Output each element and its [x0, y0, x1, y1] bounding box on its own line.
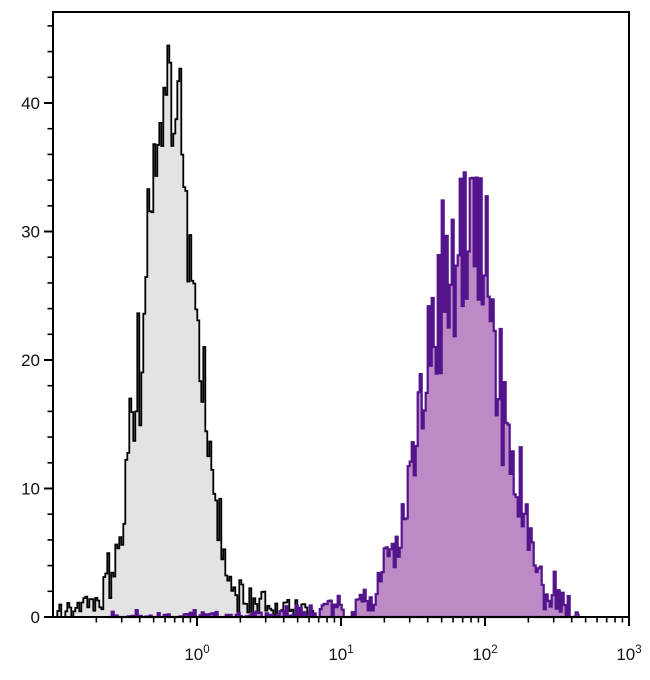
- x-tick-label: 102: [472, 644, 497, 664]
- series-unstained-control-peak: [56, 44, 318, 618]
- series-stained-sample-peak: [107, 171, 581, 619]
- y-tick-label: 0: [31, 608, 40, 627]
- y-tick-label: 10: [21, 480, 40, 499]
- x-tick-label: 103: [616, 644, 641, 664]
- x-tick-label: 101: [328, 644, 353, 664]
- y-tick-label: 20: [21, 351, 40, 370]
- y-tick-label: 40: [21, 94, 40, 113]
- x-tick-label: 100: [184, 644, 209, 664]
- y-tick-label: 30: [21, 223, 40, 242]
